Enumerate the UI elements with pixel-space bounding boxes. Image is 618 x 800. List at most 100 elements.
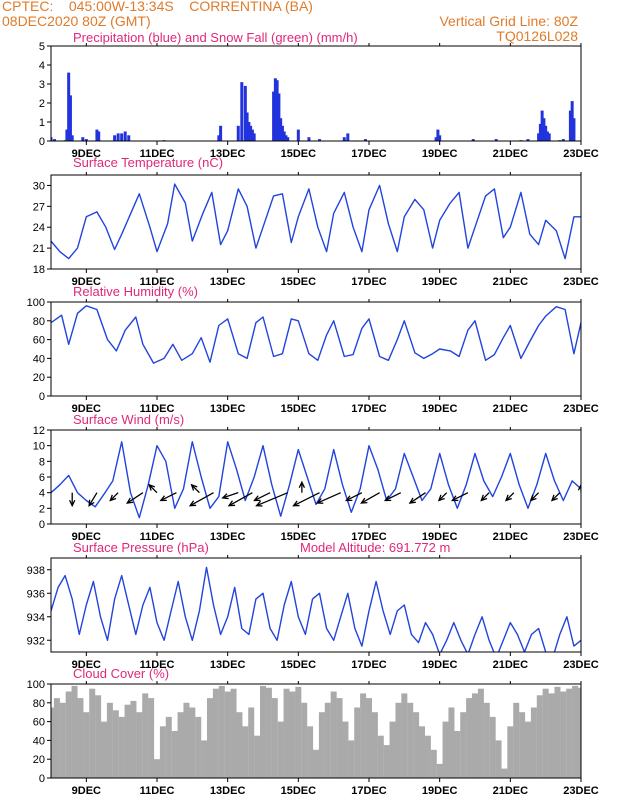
temp-xtick-label: 13DEC xyxy=(210,276,246,288)
wind-arrow-head xyxy=(292,500,300,507)
pressure-frame xyxy=(50,557,582,653)
precip-xtick-label: 9DEC xyxy=(72,148,101,160)
humidity-line xyxy=(51,305,581,364)
cloud-bar xyxy=(183,702,190,778)
precip-xtick-label: 23DEC xyxy=(563,148,599,160)
cloud-xtick-label: 23DEC xyxy=(563,785,599,797)
wind-ytick-label: 10 xyxy=(33,441,45,453)
cloud-bar xyxy=(71,685,78,778)
humidity-xtick-label: 19DEC xyxy=(422,403,458,415)
wind-arrow xyxy=(530,492,540,501)
precip-bar xyxy=(296,129,300,141)
wind-arrow-head xyxy=(190,483,198,491)
wind-arrow xyxy=(452,492,469,502)
wind-arrow xyxy=(409,492,426,504)
temp-plot-area xyxy=(51,183,581,260)
cloud-bar xyxy=(418,726,426,778)
wind-arrow-head xyxy=(227,500,236,507)
humidity-ytick-label: 60 xyxy=(33,335,45,347)
panel-humidity: Relative Humidity (%) 0 20 40 60 80 100 9DEC 11D… xyxy=(27,284,599,415)
precip-bar xyxy=(568,110,572,141)
wind-arrow-head xyxy=(480,494,488,502)
precip-bar xyxy=(245,112,249,141)
panel-wind: Surface Wind (m/s) 0 2 4 6 8 10 12 9DEC 11DEC 13DE… xyxy=(33,412,599,543)
precip-bar xyxy=(127,135,131,141)
humidity-ytick-label: 100 xyxy=(27,297,45,309)
wind-arrow xyxy=(228,492,253,507)
wind-arrow-head xyxy=(253,495,261,502)
precip-bar xyxy=(84,139,88,141)
wind-arrow-head xyxy=(298,480,306,488)
cloud-bar xyxy=(377,735,384,778)
cloud-ytick-label: 20 xyxy=(33,754,45,766)
cloud-xtick-label: 21DEC xyxy=(493,785,529,797)
precip-bar xyxy=(547,133,551,141)
cloud-bar xyxy=(307,726,314,778)
cloud-bar xyxy=(283,688,290,778)
precip-bar xyxy=(236,125,240,141)
cloud-bar xyxy=(489,716,496,778)
cloud-bar xyxy=(289,691,296,778)
cloud-bar xyxy=(100,721,108,778)
cloud-bar xyxy=(236,712,243,778)
pressure-xtick-label: 15DEC xyxy=(281,659,317,671)
temp-title: Surface Temperature (nC) xyxy=(73,155,223,170)
precip-bar xyxy=(282,131,286,141)
wind-arrow-head xyxy=(69,499,76,508)
wind-ytick-label: 4 xyxy=(39,488,45,500)
cloud-bar xyxy=(389,721,396,778)
temp-line xyxy=(51,183,581,260)
cloud-bar xyxy=(466,698,473,778)
precip-bar xyxy=(219,125,223,141)
cloud-bar xyxy=(542,688,549,778)
cloud-title: Cloud Cover (%) xyxy=(73,666,169,681)
cloud-bar xyxy=(330,691,337,778)
precip-bar xyxy=(307,137,311,141)
header-vertical-grid: Vertical Grid Line: 80Z xyxy=(439,13,578,29)
cloud-bar xyxy=(312,749,320,778)
cloud-bar xyxy=(112,710,119,778)
precip-ytick-label: 4 xyxy=(39,60,45,72)
cloud-bar xyxy=(454,731,461,778)
temp-ytick-label: 30 xyxy=(33,180,45,192)
wind-arrow-head xyxy=(221,493,229,500)
pressure-title: Surface Pressure (hPa) xyxy=(73,540,209,555)
precip-bar xyxy=(544,125,548,141)
cloud-bar xyxy=(342,721,349,778)
cloud-bar xyxy=(348,740,355,778)
precip-bar xyxy=(284,135,288,141)
precip-bar xyxy=(538,123,542,141)
pressure-ytick-label: 936 xyxy=(27,588,45,600)
cloud-bar xyxy=(201,740,208,778)
cloud-bar xyxy=(259,685,267,778)
wind-arrow-head xyxy=(360,497,368,504)
pressure-xtick-label: 13DEC xyxy=(210,659,246,671)
cloud-bar xyxy=(277,721,284,778)
pressure-plot-area xyxy=(51,566,581,652)
precip-bar xyxy=(570,101,574,141)
humidity-xtick-label: 23DEC xyxy=(563,403,599,415)
precip-xtick-label: 17DEC xyxy=(351,148,387,160)
precip-bar xyxy=(65,129,69,141)
cloud-ytick-label: 60 xyxy=(33,717,45,729)
cloud-bar xyxy=(436,763,443,778)
cloud-bar xyxy=(560,691,567,778)
precip-bar xyxy=(95,129,99,141)
precip-bar xyxy=(67,72,71,141)
panel-pressure: Surface Pressure (hPa) Model Altitude: 69… xyxy=(27,540,599,671)
wind-arrow-head xyxy=(577,483,581,491)
wind-arrow xyxy=(384,492,402,502)
cloud-bar xyxy=(365,698,373,778)
cloud-bar xyxy=(130,700,137,778)
precip-xtick-label: 19DEC xyxy=(422,148,458,160)
wind-arrow xyxy=(293,492,320,507)
wind-arrow-head xyxy=(148,483,156,491)
wind-arrow xyxy=(191,484,200,494)
cloud-bar xyxy=(495,740,502,778)
cloud-bar xyxy=(577,687,581,778)
header-run-time: 08DEC2020 80Z (GMT) xyxy=(2,13,151,29)
cloud-bar xyxy=(318,712,325,778)
cloud-bar xyxy=(371,712,378,778)
cloud-bar xyxy=(501,768,508,778)
wind-arrow xyxy=(256,492,288,507)
